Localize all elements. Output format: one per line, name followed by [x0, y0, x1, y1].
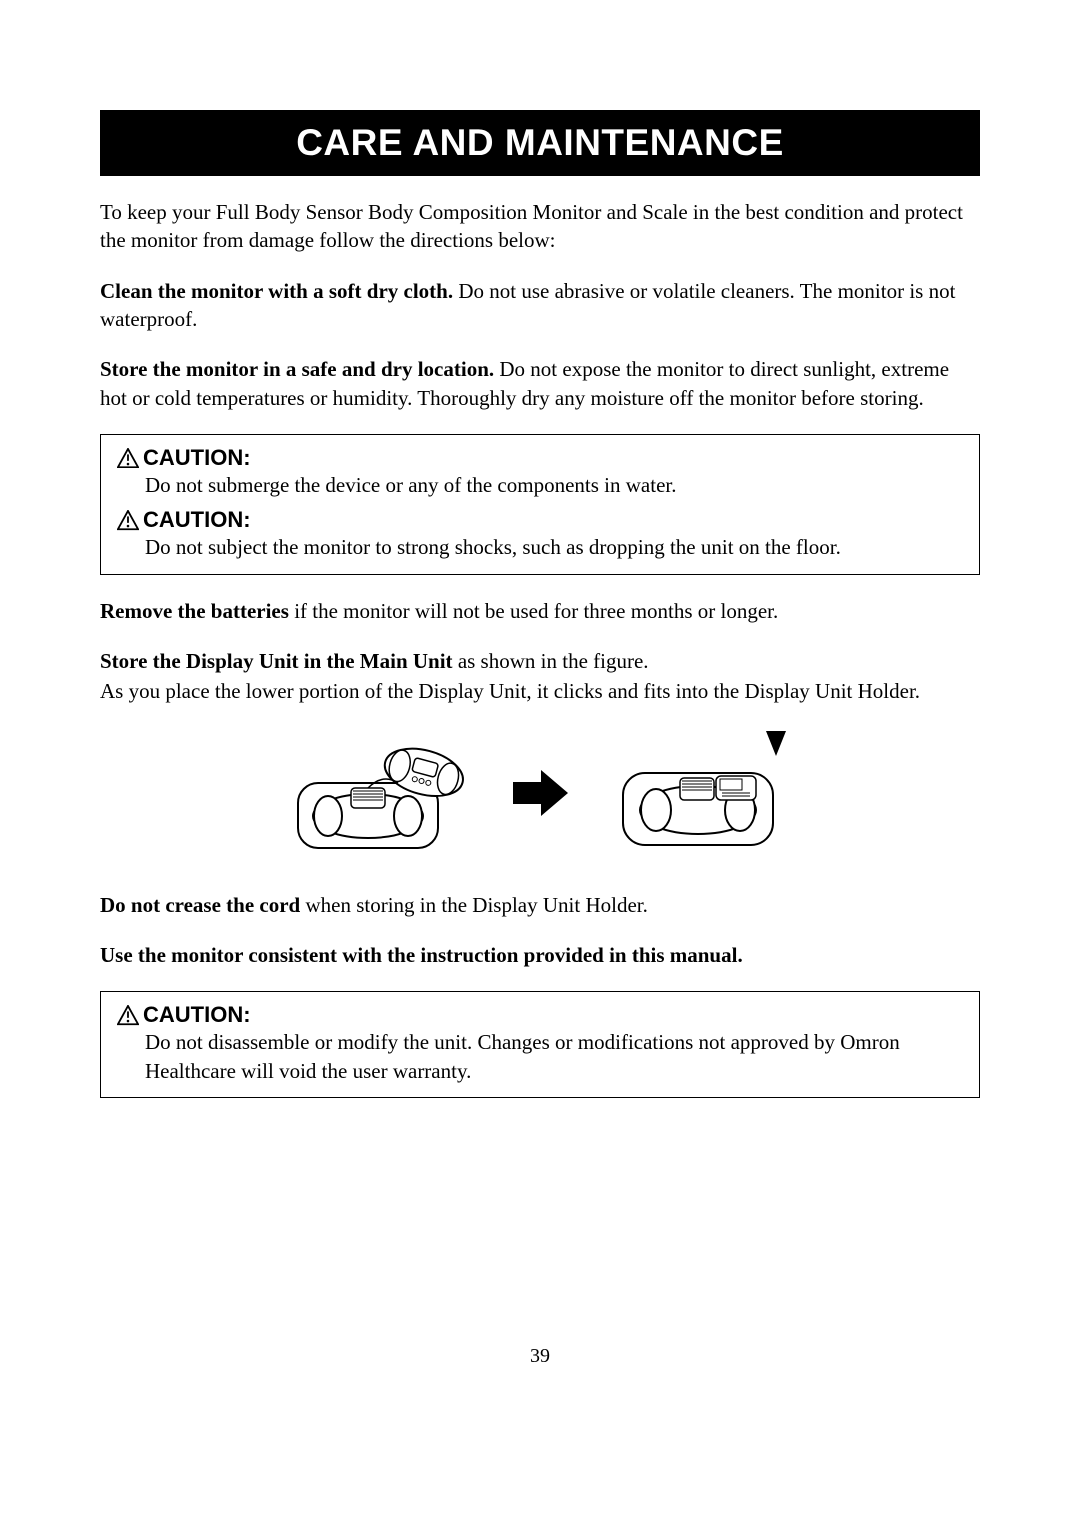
store-display-line2: As you place the lower portion of the Di…: [100, 677, 980, 705]
caution-item-2: CAUTION: Do not subject the monitor to s…: [117, 507, 963, 561]
intro-paragraph: To keep your Full Body Sensor Body Compo…: [100, 198, 980, 255]
caution-label: CAUTION:: [117, 1002, 963, 1028]
caution-label-text: CAUTION:: [143, 445, 251, 471]
clean-bold: Clean the monitor with a soft dry cloth.: [100, 279, 453, 303]
scale-closed-figure-icon: [598, 728, 798, 863]
warning-triangle-icon: [117, 1005, 139, 1025]
batteries-paragraph: Remove the batteries if the monitor will…: [100, 597, 980, 625]
store-display-bold: Store the Display Unit in the Main Unit: [100, 649, 453, 673]
store-paragraph: Store the monitor in a safe and dry loca…: [100, 355, 980, 412]
caution-2-text: Do not subject the monitor to strong sho…: [117, 533, 963, 561]
warning-triangle-icon: [117, 448, 139, 468]
figure-row: [100, 728, 980, 863]
caution-label: CAUTION:: [117, 507, 963, 533]
use-manual-paragraph: Use the monitor consistent with the inst…: [100, 941, 980, 969]
batteries-rest: if the monitor will not be used for thre…: [289, 599, 778, 623]
caution-3-text: Do not disassemble or modify the unit. C…: [117, 1028, 963, 1085]
page-number: 39: [0, 1345, 1080, 1368]
crease-rest: when storing in the Display Unit Holder.: [300, 893, 648, 917]
caution-box-2: CAUTION: Do not disassemble or modify th…: [100, 991, 980, 1098]
scale-open-figure-icon: [283, 728, 483, 863]
crease-paragraph: Do not crease the cord when storing in t…: [100, 891, 980, 919]
use-manual-bold: Use the monitor consistent with the inst…: [100, 943, 743, 967]
batteries-bold: Remove the batteries: [100, 599, 289, 623]
caution-item-1: CAUTION: Do not submerge the device or a…: [117, 445, 963, 499]
caution-box-1: CAUTION: Do not submerge the device or a…: [100, 434, 980, 575]
caution-label: CAUTION:: [117, 445, 963, 471]
warning-triangle-icon: [117, 510, 139, 530]
store-display-paragraph: Store the Display Unit in the Main Unit …: [100, 647, 980, 675]
store-bold: Store the monitor in a safe and dry loca…: [100, 357, 494, 381]
caution-1-text: Do not submerge the device or any of the…: [117, 471, 963, 499]
caution-item-3: CAUTION: Do not disassemble or modify th…: [117, 1002, 963, 1085]
page-title-banner: CARE AND MAINTENANCE: [100, 110, 980, 176]
store-display-rest: as shown in the figure.: [453, 649, 649, 673]
arrow-right-icon: [513, 768, 568, 823]
crease-bold: Do not crease the cord: [100, 893, 300, 917]
caution-label-text: CAUTION:: [143, 507, 251, 533]
clean-paragraph: Clean the monitor with a soft dry cloth.…: [100, 277, 980, 334]
caution-label-text: CAUTION:: [143, 1002, 251, 1028]
